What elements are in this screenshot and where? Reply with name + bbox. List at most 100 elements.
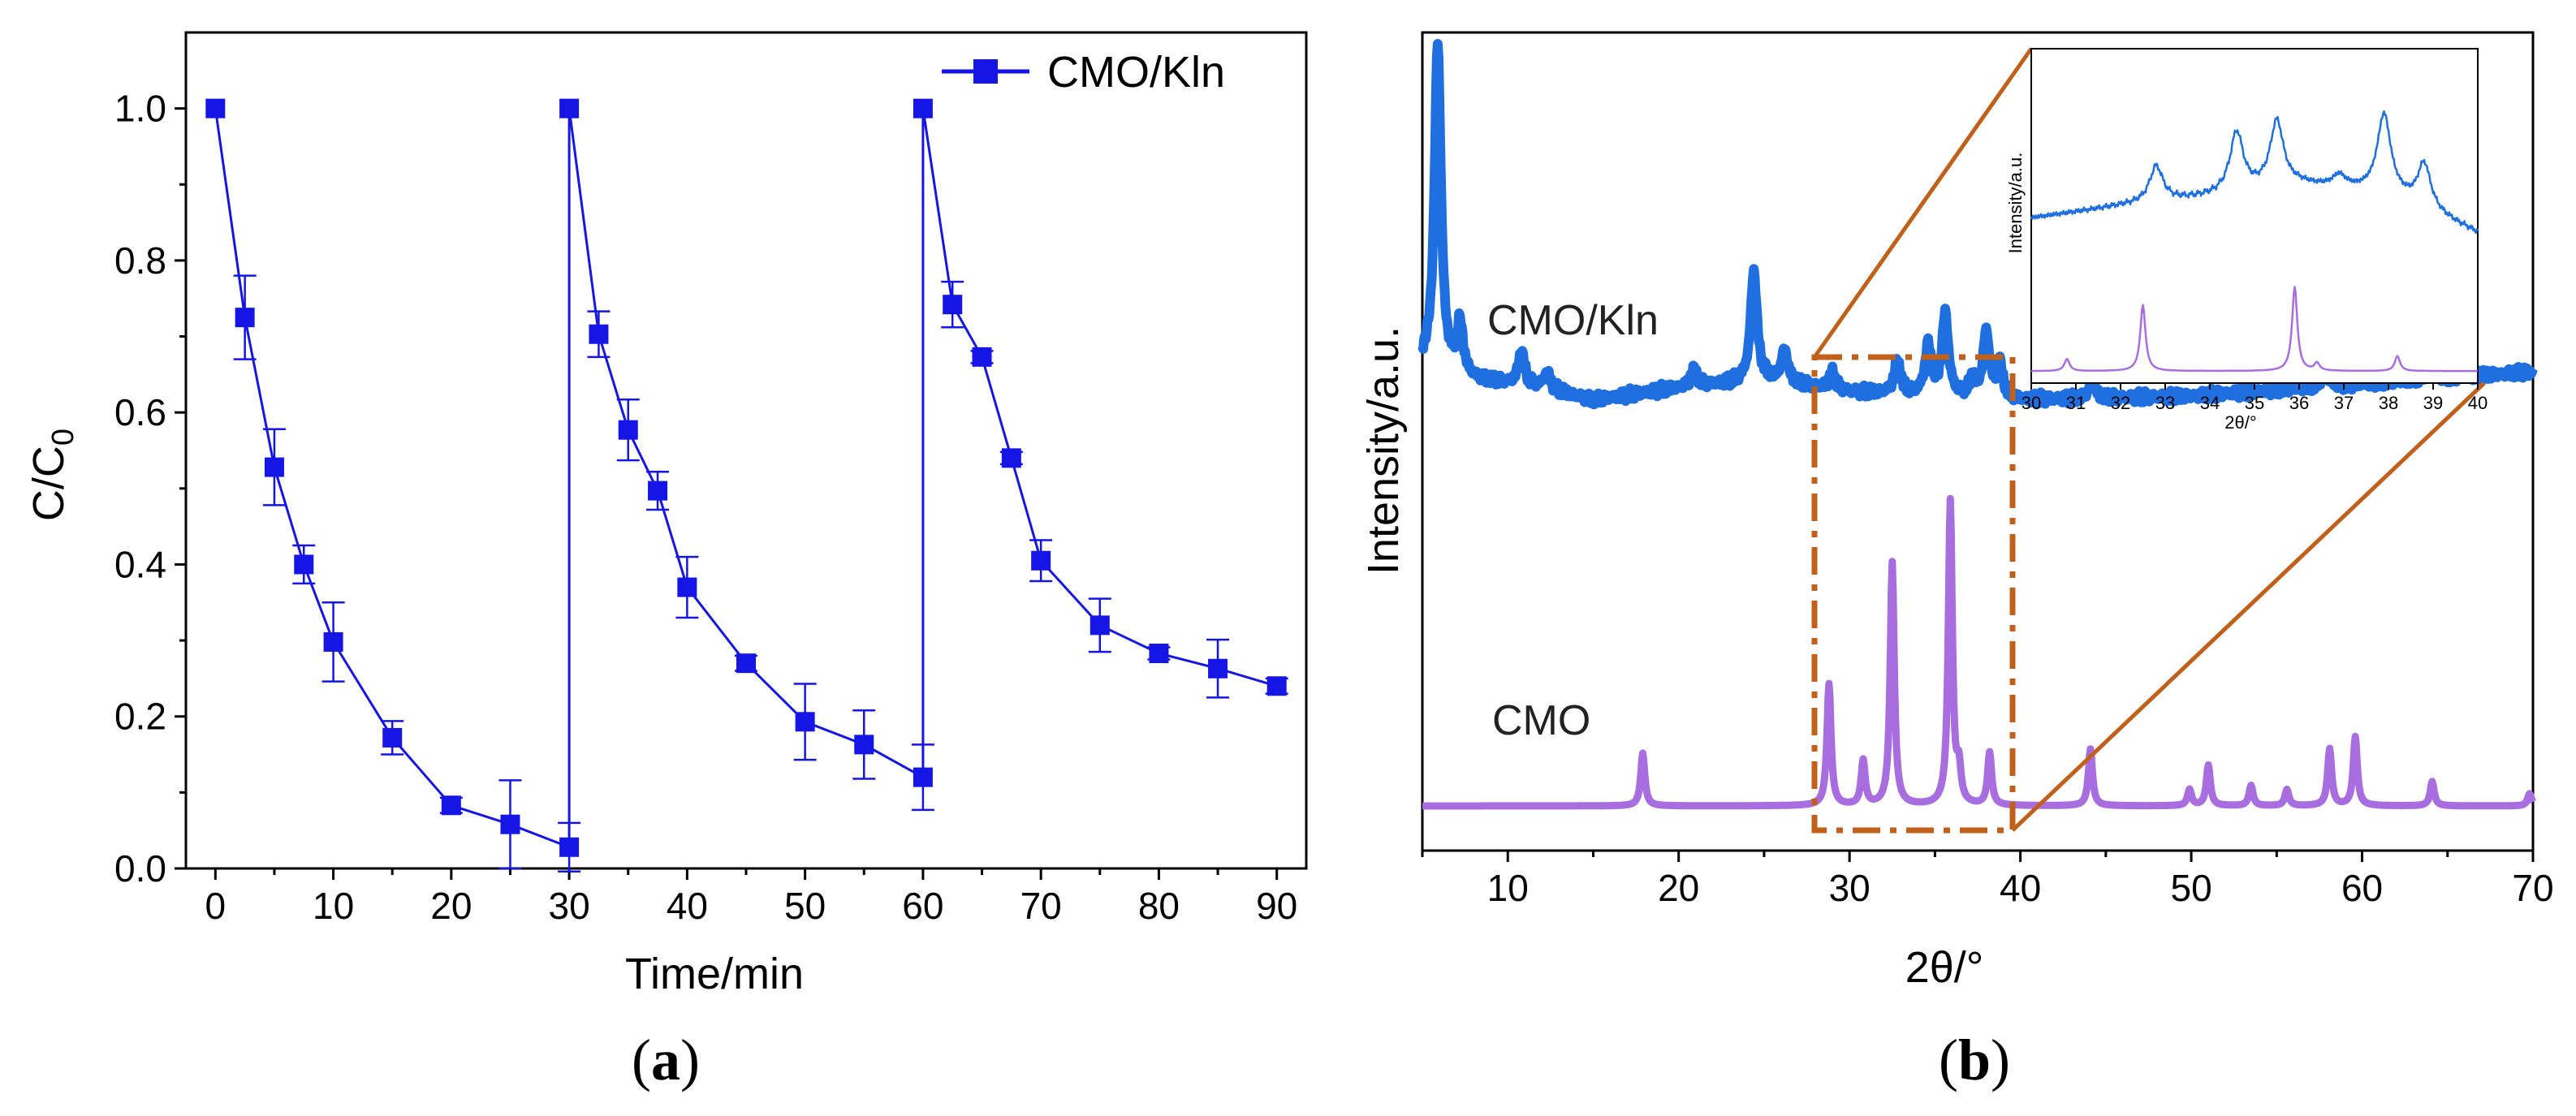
- curve-label-cmo: CMO: [1492, 697, 1590, 744]
- data-point: [264, 457, 284, 477]
- inset-plot-area: [2030, 110, 2479, 373]
- data-point: [913, 98, 933, 118]
- data-point: [677, 577, 697, 597]
- panel-label-a-close: ): [680, 1028, 700, 1092]
- x-tick-label-b: 20: [1658, 867, 1699, 909]
- panel-b: 10 20 30 40 50 60 70 CMO/Kln CMO 30 31 32 33 34 35 3…: [1359, 31, 2554, 1092]
- x-tick-label-a: 20: [430, 885, 472, 927]
- panel-label-b-open: (: [1939, 1028, 1958, 1092]
- series-line-cmo-xrd: [1419, 494, 2536, 810]
- data-point: [648, 480, 668, 501]
- data-point: [589, 324, 609, 344]
- inset-x-tick-label: 35: [2245, 393, 2264, 413]
- inset-x-tick-label: 31: [2066, 393, 2086, 413]
- data-point: [1208, 658, 1228, 679]
- x-axis-title-a: Time/min: [625, 950, 804, 998]
- y-tick-label-a: 0.0: [114, 847, 166, 890]
- inset-x-tick-label: 32: [2111, 393, 2130, 413]
- panel-label-b: (b): [1939, 1028, 2010, 1092]
- data-point: [559, 837, 580, 857]
- y-tick-label-a: 0.6: [114, 391, 166, 433]
- x-tick-label-a: 10: [313, 885, 354, 927]
- inset-x-tick-label: 38: [2379, 393, 2398, 413]
- x-tick-label-a: 60: [902, 885, 943, 927]
- x-tick-label-b: 10: [1487, 867, 1529, 909]
- panel-label-a: (a): [632, 1028, 700, 1092]
- y-axis-title-a-main: C/C: [24, 446, 73, 521]
- inset-x-tick-label: 37: [2334, 393, 2354, 413]
- inset-plot: 30 31 32 33 34 35 36 37 38 39 40 2θ/° Intensity/a.…: [2005, 48, 2488, 433]
- data-point: [235, 308, 255, 328]
- x-tick-label-a: 50: [784, 885, 826, 927]
- data-point: [795, 712, 815, 732]
- inset-x-tick-label: 30: [2022, 393, 2041, 413]
- a-plot-area: [205, 98, 1288, 873]
- data-point: [1266, 676, 1287, 696]
- b-ticks: 10 20 30 40 50 60 70: [1421, 851, 2554, 909]
- legend-marker-a: [973, 59, 998, 84]
- data-point: [205, 98, 226, 118]
- data-point: [1001, 448, 1021, 468]
- inset-series-cmo: [2030, 286, 2479, 373]
- x-axis-title-b: 2θ/°: [1905, 943, 1984, 992]
- legend-label-a: CMO/Kln: [1047, 48, 1225, 97]
- data-point: [294, 554, 314, 575]
- panel-label-b-letter: b: [1958, 1028, 1991, 1092]
- x-tick-label-a: 70: [1020, 885, 1062, 927]
- x-tick-label-b: 30: [1829, 867, 1871, 909]
- data-point: [1031, 550, 1051, 571]
- panel-label-a-letter: a: [651, 1028, 680, 1092]
- x-tick-label-b: 70: [2512, 867, 2553, 909]
- a-ticks: 0 10 20 30 40 50 60 70 80 90 0.0 0.2 0.4 0.6 0.8 1.0: [114, 88, 1297, 927]
- y-axis-title-a-subscript: 0: [46, 429, 80, 446]
- inset-x-tick-label: 40: [2468, 393, 2488, 413]
- x-tick-label-a: 30: [549, 885, 590, 927]
- y-axis-title-b: Intensity/a.u.: [1359, 326, 1408, 575]
- data-point: [854, 735, 874, 755]
- data-point: [736, 653, 756, 674]
- data-point: [559, 98, 580, 118]
- data-point: [1090, 615, 1110, 636]
- x-tick-label-a: 80: [1138, 885, 1180, 927]
- y-tick-label-a: 0.8: [114, 239, 166, 282]
- data-point: [913, 767, 933, 787]
- data-point: [323, 631, 343, 652]
- data-point: [500, 814, 520, 834]
- series-line-cmo-kln: [214, 108, 1278, 849]
- y-tick-label-a: 1.0: [114, 88, 166, 130]
- zoom-connector-top: [1812, 47, 2034, 359]
- data-point: [382, 727, 403, 748]
- zoom-box: [1811, 354, 2016, 834]
- x-tick-label-a: 90: [1256, 885, 1297, 927]
- plot-frame-a: [184, 31, 1308, 870]
- panel-label-a-open: (: [632, 1028, 651, 1092]
- inset-x-tick-label: 39: [2423, 393, 2443, 413]
- x-tick-label-a: 0: [205, 885, 227, 927]
- plot-frame-b: [1421, 31, 2535, 852]
- y-tick-label-a: 0.2: [114, 696, 166, 738]
- panel-label-b-close: ): [1991, 1028, 2010, 1092]
- data-point: [1149, 644, 1169, 664]
- data-point: [618, 420, 638, 440]
- inset-y-axis-title: Intensity/a.u.: [2005, 153, 2026, 254]
- data-point: [972, 347, 992, 367]
- x-tick-label-b: 40: [2000, 867, 2041, 909]
- curve-label-cmo-kln: CMO/Kln: [1487, 297, 1659, 344]
- y-axis-title-a: C/C0: [24, 429, 80, 521]
- inset-frame: [2030, 48, 2479, 384]
- panel-a: 0 10 20 30 40 50 60 70 80 90 0.0 0.2 0.4 0.6 0.8 1.0 Ti…: [24, 31, 1308, 1092]
- x-tick-label-b: 50: [2170, 867, 2211, 909]
- inset-x-tick-label: 36: [2289, 393, 2309, 413]
- data-point: [441, 795, 461, 816]
- data-point: [943, 295, 963, 315]
- inset-series-cmo-kln: [2030, 110, 2479, 235]
- inset-x-axis-title: 2θ/°: [2224, 412, 2256, 433]
- zoom-connector-bottom: [2011, 381, 2486, 832]
- x-tick-label-a: 40: [667, 885, 708, 927]
- inset-x-tick-label: 33: [2155, 393, 2175, 413]
- inset-ticks: 30 31 32 33 34 35 36 37 38 39 40: [2022, 383, 2488, 413]
- x-tick-label-b: 60: [2341, 867, 2383, 909]
- y-tick-label-a: 0.4: [114, 543, 166, 585]
- inset-x-tick-label: 34: [2200, 393, 2220, 413]
